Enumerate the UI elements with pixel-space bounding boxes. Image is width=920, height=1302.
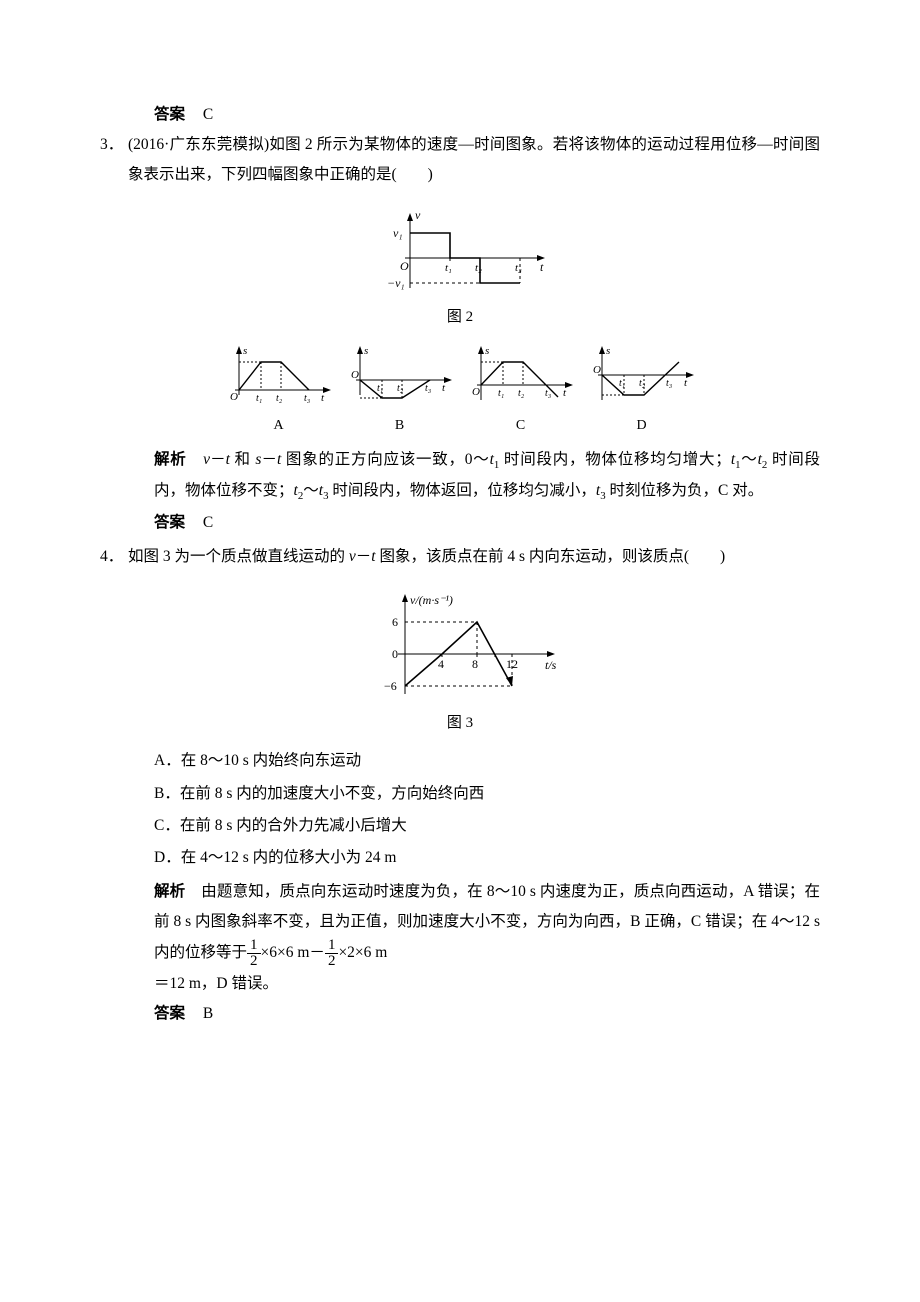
svg-text:s: s	[364, 345, 368, 357]
svg-text:t₁: t₁	[377, 383, 383, 394]
q3-stem: 3． (2016·广东东莞模拟)如图 2 所示为某物体的速度—时间图象。若将该物…	[100, 130, 820, 190]
q3-option-C-label: C	[463, 412, 578, 439]
svg-text:t₂: t₂	[639, 378, 646, 389]
q3-option-D-label: D	[584, 412, 699, 439]
q4-jiexi: 解析 由题意知，质点向东运动时速度为负，在 8～10 s 内速度为正，质点向西运…	[100, 877, 820, 968]
fraction-1: 12	[247, 938, 261, 969]
q3-answer-label: 答案	[154, 514, 185, 531]
q4-jiexi-label: 解析	[154, 883, 185, 900]
q4-answer-value: B	[203, 1005, 213, 1022]
svg-text:−v₁: −v₁	[387, 276, 405, 290]
q4-opt-A: A．在 8～10 s 内始终向东运动	[100, 746, 820, 776]
svg-text:t₁: t₁	[619, 378, 625, 389]
svg-text:−6: −6	[384, 679, 397, 693]
q4-jiexi-seg3: ×2×6 m	[338, 944, 387, 961]
svg-text:4: 4	[438, 657, 444, 671]
svg-text:0: 0	[392, 647, 398, 661]
svg-text:t₃: t₃	[304, 393, 311, 404]
q3-option-A-label: A	[221, 412, 336, 439]
svg-text:s: s	[243, 345, 247, 357]
svg-text:t₂: t₂	[276, 393, 283, 404]
svg-text:O: O	[400, 259, 409, 273]
svg-text:t₂: t₂	[518, 388, 525, 399]
svg-text:t₁: t₁	[445, 262, 452, 274]
svg-text:t₃: t₃	[545, 388, 552, 399]
q4-answer: 答案 B	[100, 999, 820, 1029]
q2-answer-label: 答案	[154, 106, 185, 123]
q3-option-C: s O t₁ t₂ t₃ t C	[463, 340, 578, 439]
svg-text:O: O	[593, 364, 601, 376]
svg-text:t₃: t₃	[425, 383, 432, 394]
figure-3-label: 图 3	[100, 709, 820, 738]
q3-answer: 答案 C	[100, 508, 820, 538]
svg-text:v: v	[415, 208, 421, 222]
svg-text:v/(m·s⁻¹): v/(m·s⁻¹)	[410, 593, 453, 607]
q3-options-row: s O t₁ t₂ t₃ t A s O t₁ t₂ t₃ t B	[100, 340, 820, 439]
svg-text:s: s	[485, 345, 489, 357]
svg-text:8: 8	[472, 657, 478, 671]
svg-text:t₁: t₁	[256, 393, 262, 404]
q4-opt-C: C．在前 8 s 内的合外力先减小后增大	[100, 811, 820, 841]
figure-3: v/(m·s⁻¹) 6 0 −6 4 8 12 t/s 图 3	[100, 584, 820, 738]
svg-text:t: t	[540, 260, 544, 274]
q4-jiexi-seg2: ×6×6 m－	[261, 944, 325, 961]
q3-option-A: s O t₁ t₂ t₃ t A	[221, 340, 336, 439]
q3-answer-value: C	[203, 514, 213, 531]
svg-text:t₂: t₂	[475, 262, 482, 274]
svg-text:s: s	[606, 345, 610, 357]
svg-text:t: t	[321, 392, 325, 404]
svg-text:O: O	[351, 369, 359, 381]
q3-stem-text: (2016·广东东莞模拟)如图 2 所示为某物体的速度—时间图象。若将该物体的运…	[128, 130, 820, 190]
figure-3-svg: v/(m·s⁻¹) 6 0 −6 4 8 12 t/s	[350, 584, 570, 709]
svg-text:O: O	[230, 391, 238, 403]
svg-text:t₁: t₁	[498, 388, 504, 399]
q4-num: 4．	[100, 542, 128, 572]
q3-option-D: s O t₁ t₂ t₃ t D	[584, 340, 699, 439]
q4-stem-text: 如图 3 为一个质点做直线运动的 v－t 图象，该质点在前 4 s 内向东运动，…	[128, 542, 820, 572]
fraction-2: 12	[325, 938, 339, 969]
figure-2-svg: v v₁ −v₁ O t₁ t₂ t₃ t	[365, 203, 555, 303]
q4-jiexi-line2: ＝12 m，D 错误。	[100, 969, 820, 999]
q3-jiexi: 解析 v－t 和 s－t 图象的正方向应该一致，0～t1 时间段内，物体位移均匀…	[100, 445, 820, 507]
q3-option-B-label: B	[342, 412, 457, 439]
q2-answer-value: C	[203, 106, 214, 123]
q4-stem: 4． 如图 3 为一个质点做直线运动的 v－t 图象，该质点在前 4 s 内向东…	[100, 542, 820, 572]
q3-option-B: s O t₁ t₂ t₃ t B	[342, 340, 457, 439]
svg-text:t: t	[684, 377, 688, 389]
q4-opt-D: D．在 4～12 s 内的位移大小为 24 m	[100, 843, 820, 873]
svg-text:t: t	[563, 387, 567, 399]
figure-2-label: 图 2	[100, 303, 820, 332]
q4-answer-label: 答案	[154, 1005, 185, 1022]
svg-text:v₁: v₁	[393, 226, 403, 240]
figure-2: v v₁ −v₁ O t₁ t₂ t₃ t 图 2	[100, 203, 820, 332]
svg-text:t: t	[442, 382, 446, 394]
svg-text:O: O	[472, 386, 480, 398]
svg-text:t₂: t₂	[397, 383, 404, 394]
q3-jiexi-text: v－t 和 s－t 图象的正方向应该一致，0～t1 时间段内，物体位移均匀增大；…	[154, 451, 820, 499]
svg-text:t₃: t₃	[666, 378, 673, 389]
q3-num: 3．	[100, 130, 128, 190]
svg-text:t₃: t₃	[515, 262, 522, 274]
q4-opt-B: B．在前 8 s 内的加速度大小不变，方向始终向西	[100, 779, 820, 809]
svg-text:6: 6	[392, 615, 398, 629]
q2-answer: 答案 C	[100, 100, 820, 130]
svg-text:t/s: t/s	[545, 658, 557, 672]
q3-jiexi-label: 解析	[154, 451, 187, 468]
q4-jiexi-text: 由题意知，质点向东运动时速度为负，在 8～10 s 内速度为正，质点向西运动，A…	[154, 883, 820, 961]
